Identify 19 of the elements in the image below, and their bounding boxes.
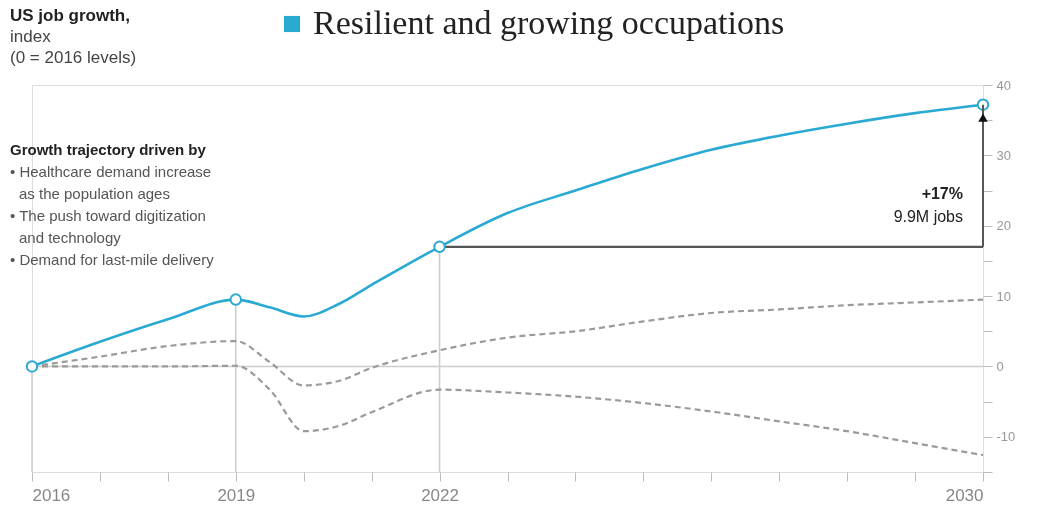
x-tick-label: 2019 [217, 485, 256, 505]
y-tick-label: 0 [996, 358, 1004, 374]
y-tick-label: 20 [996, 218, 1011, 234]
chart-title: US job growth, [10, 6, 130, 25]
y-tick-label: -10 [996, 429, 1016, 445]
chart-subtitle: index (0 = 2016 levels) [10, 27, 137, 67]
annotation: 9.9M jobs [893, 207, 963, 225]
x-tick-label: 2030 [945, 485, 984, 505]
annotation: • Healthcare demand increase as the population ages [10, 163, 212, 202]
y-tick-label: 30 [996, 147, 1011, 163]
annotation: +17% [921, 184, 963, 202]
legend-label: Resilient and growing occupations [313, 4, 785, 41]
annotation: • The push toward digitization and technology [10, 207, 206, 246]
y-tick-label: 10 [996, 288, 1011, 304]
x-tick-label: 2016 [32, 485, 71, 505]
annotation: • Demand for last-mile delivery [10, 251, 215, 268]
y-tick-label: 40 [996, 77, 1011, 93]
annotation: Growth trajectory driven by [10, 141, 207, 158]
x-tick-label: 2022 [421, 485, 459, 505]
